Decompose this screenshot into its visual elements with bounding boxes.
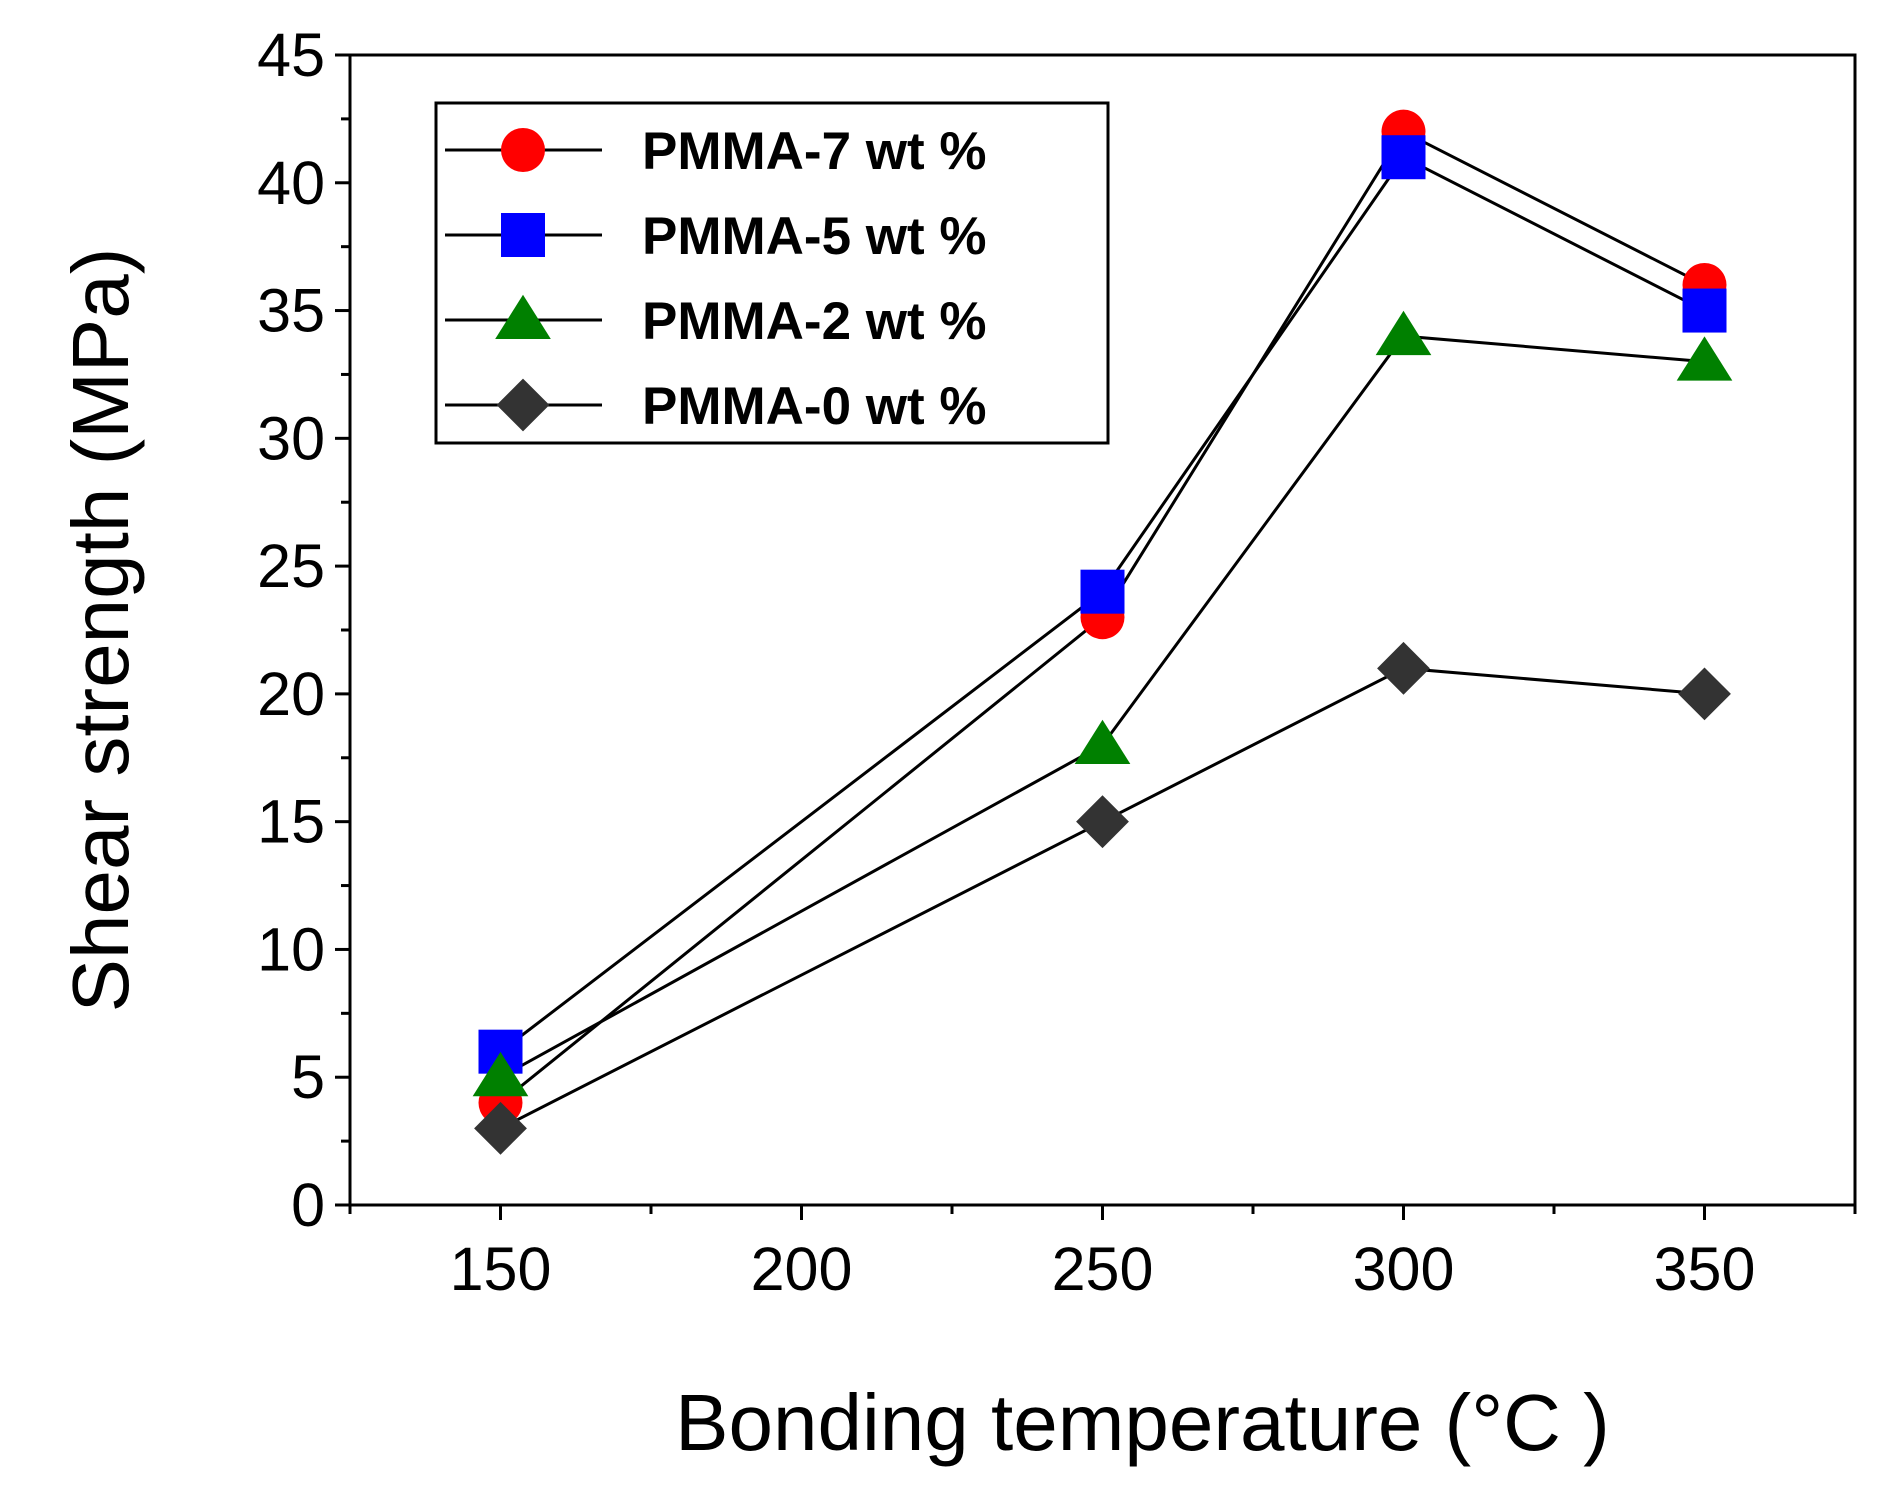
legend-label: PMMA-2 wt % bbox=[642, 292, 987, 351]
series-markers bbox=[472, 109, 1733, 1155]
x-tick-label: 250 bbox=[1052, 1235, 1154, 1303]
series-line-3 bbox=[499, 666, 1705, 1130]
x-tick-label: 300 bbox=[1353, 1235, 1455, 1303]
data-point-1-1 bbox=[1080, 569, 1125, 614]
legend-marker bbox=[495, 294, 551, 339]
data-point-1-2 bbox=[1381, 135, 1426, 180]
legend-marker bbox=[501, 213, 545, 257]
data-point-2-1 bbox=[1074, 719, 1131, 764]
series-line-2 bbox=[499, 334, 1705, 1079]
y-tick-label: 5 bbox=[291, 1043, 325, 1111]
axis-ticks: 0 5 10 15 20 25 30 35 40 45 150 200 250 300 350 bbox=[257, 21, 1857, 1303]
y-tick-label: 0 bbox=[291, 1171, 325, 1239]
data-point-2-0 bbox=[472, 1051, 529, 1097]
y-tick-label: 35 bbox=[257, 277, 325, 345]
legend-label: PMMA-0 wt % bbox=[642, 377, 987, 436]
legend-label: PMMA-5 wt % bbox=[642, 207, 987, 266]
x-tick-label: 150 bbox=[450, 1235, 552, 1303]
y-axis-title: Shear strength (MPa) bbox=[56, 248, 145, 1013]
data-point-1-3 bbox=[1682, 288, 1727, 333]
legend: PMMA-7 wt % PMMA-5 wt % PMMA-2 wt % PMMA-0 … bbox=[434, 101, 1110, 445]
data-point-2-2 bbox=[1375, 310, 1432, 356]
series-lines bbox=[499, 129, 1706, 1130]
data-point-2-3 bbox=[1676, 336, 1733, 381]
legend-box bbox=[434, 101, 1110, 445]
x-axis-title: Bonding temperature (°C ) bbox=[675, 1378, 1610, 1467]
y-tick-label: 40 bbox=[257, 149, 325, 217]
y-tick-label: 20 bbox=[257, 660, 325, 728]
series-line-1 bbox=[499, 155, 1706, 1053]
y-tick-label: 30 bbox=[257, 404, 325, 472]
y-tick-label: 45 bbox=[257, 21, 325, 89]
y-tick-label: 10 bbox=[257, 915, 325, 983]
legend-label: PMMA-7 wt % bbox=[642, 122, 987, 181]
data-point-3-1 bbox=[1076, 795, 1129, 849]
y-tick-label: 25 bbox=[257, 532, 325, 600]
y-tick-label: 15 bbox=[257, 788, 325, 856]
data-point-3-2 bbox=[1377, 641, 1430, 695]
data-point-3-3 bbox=[1678, 667, 1731, 721]
data-point-3-0 bbox=[474, 1101, 527, 1155]
x-tick-label: 200 bbox=[751, 1235, 853, 1303]
x-tick-label: 350 bbox=[1654, 1235, 1756, 1303]
legend-marker bbox=[496, 378, 550, 432]
legend-marker bbox=[501, 128, 545, 172]
